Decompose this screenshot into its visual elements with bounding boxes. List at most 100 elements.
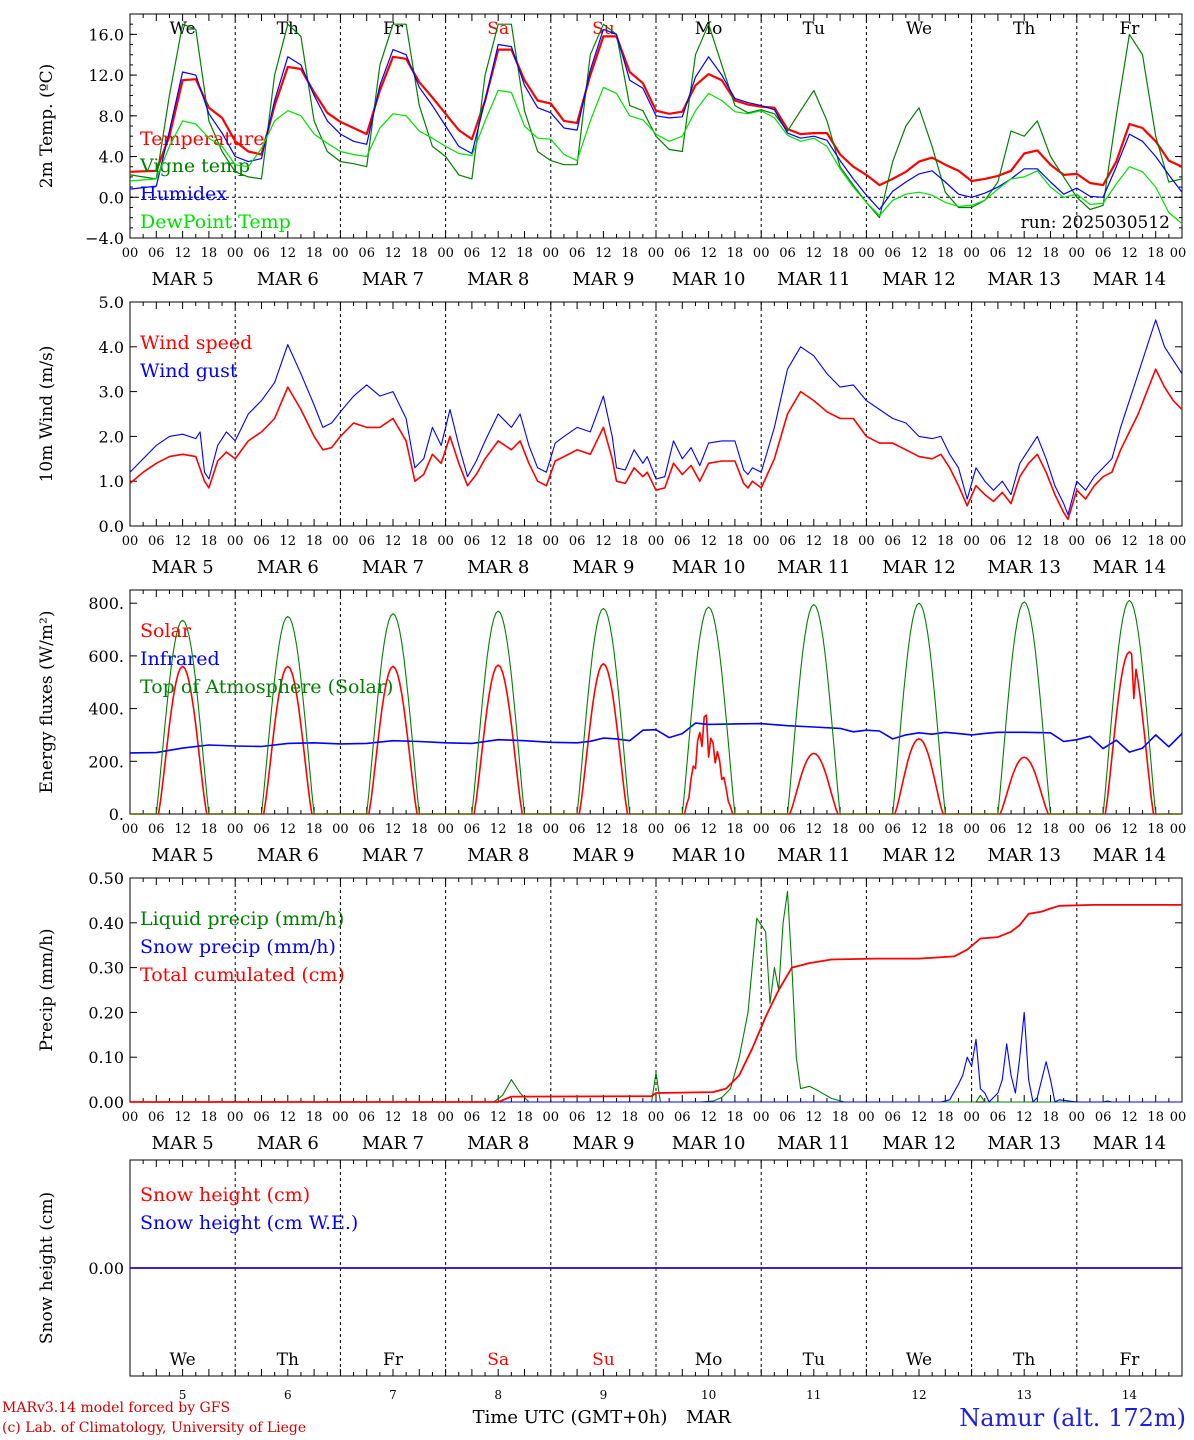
y-tick-label: 0.0: [99, 188, 124, 207]
hour-label: 18: [411, 534, 428, 549]
y-axis-label: Snow height (cm): [37, 1192, 57, 1344]
hour-label: 12: [174, 246, 191, 261]
hour-label: 00: [963, 246, 980, 261]
hour-label: 18: [832, 246, 849, 261]
hour-label: 18: [201, 822, 218, 837]
y-tick-label: 0.20: [88, 1003, 124, 1022]
hour-label: 00: [648, 534, 665, 549]
hour-label: 18: [1147, 1110, 1164, 1125]
hour-label: 06: [1095, 246, 1112, 261]
hour-label: 00: [858, 822, 875, 837]
hour-label: 06: [358, 246, 375, 261]
date-label: MAR 5: [152, 845, 214, 866]
hour-label: 18: [937, 246, 954, 261]
hour-label: 12: [1016, 822, 1033, 837]
hour-label: 12: [911, 1110, 928, 1125]
hour-label: 00: [1170, 1110, 1187, 1125]
date-label: MAR 9: [572, 557, 634, 578]
hour-label: 18: [1147, 822, 1164, 837]
hour-label: 12: [1016, 246, 1033, 261]
date-label: MAR 7: [362, 1133, 424, 1154]
hour-label: 00: [543, 822, 560, 837]
y-tick-label: 600.: [88, 647, 124, 666]
hour-label: 12: [280, 822, 297, 837]
series-line-2: [129, 722, 1183, 754]
hour-label: 06: [674, 534, 691, 549]
hour-label: 00: [858, 534, 875, 549]
hour-label: 00: [1069, 246, 1086, 261]
hour-label: 06: [884, 1110, 901, 1125]
y-tick-label: 2.0: [99, 427, 124, 446]
hour-label: 18: [306, 1110, 323, 1125]
panel-4: 0.00 0.10 0.20 0.30 0.40 0.50 Precip (mm/h) 00 0…: [37, 869, 1186, 1154]
hour-label: 12: [385, 822, 402, 837]
y-tick-label: 8.0: [99, 107, 124, 126]
y-tick-label: 200.: [88, 752, 124, 771]
hour-label: 00: [963, 1110, 980, 1125]
date-label: MAR 6: [257, 845, 319, 866]
weekday-label: Th: [277, 1350, 299, 1370]
hour-label: 18: [621, 822, 638, 837]
date-label: MAR 10: [672, 557, 746, 578]
hour-label: 18: [1042, 1110, 1059, 1125]
hour-label: 12: [806, 822, 823, 837]
y-tick-label: 1.0: [99, 472, 124, 491]
y-tick-label: 16.0: [88, 25, 124, 44]
hour-label: 18: [1042, 534, 1059, 549]
hour-label: 06: [779, 822, 796, 837]
hour-label: 18: [832, 534, 849, 549]
date-label: MAR 11: [777, 557, 851, 578]
hour-label: 00: [332, 1110, 349, 1125]
date-label: MAR 5: [152, 557, 214, 578]
weekday-label: Su: [592, 1350, 615, 1370]
date-label: MAR 6: [257, 269, 319, 290]
date-label: MAR 14: [1093, 845, 1167, 866]
hour-label: 18: [411, 246, 428, 261]
date-label: MAR 13: [987, 845, 1061, 866]
hour-label: 06: [464, 246, 481, 261]
legend-entry: Wind speed: [140, 332, 252, 354]
y-axis-label: 2m Temp. (ºC): [37, 64, 57, 189]
y-axis-label: Energy fluxes (W/m²): [37, 611, 57, 794]
hour-label: 00: [227, 534, 244, 549]
hour-label: 06: [358, 534, 375, 549]
weekday-label: Fr: [383, 19, 404, 39]
hour-label: 12: [174, 822, 191, 837]
legend-entry: Humidex: [140, 183, 227, 205]
hour-label: 00: [437, 534, 454, 549]
plot-frame: [129, 589, 1183, 815]
weekday-label: We: [170, 1350, 196, 1370]
hour-label: 18: [937, 534, 954, 549]
weekday-label: Fr: [1119, 1350, 1140, 1370]
hour-label: 18: [832, 1110, 849, 1125]
hour-label: 06: [569, 534, 586, 549]
hour-label: 18: [201, 1110, 218, 1125]
date-label: MAR 12: [882, 845, 956, 866]
date-label: MAR 10: [672, 269, 746, 290]
hour-label: 18: [516, 246, 533, 261]
y-axis-label: Precip (mm/h): [37, 928, 57, 1051]
y-tick-label: 12.0: [88, 66, 124, 85]
y-tick-label: 0.50: [88, 869, 124, 888]
hour-label: 18: [306, 534, 323, 549]
hour-label: 06: [358, 1110, 375, 1125]
hour-label: 00: [227, 246, 244, 261]
model-credit: MARv3.14 model forced by GFS: [2, 1400, 231, 1416]
series-line-4: [129, 86, 1183, 225]
hour-label: 00: [963, 822, 980, 837]
series-line-2: [129, 319, 1183, 516]
hour-label: 12: [595, 246, 612, 261]
hour-label: 06: [884, 534, 901, 549]
legend-entry: Snow precip (mm/h): [140, 936, 336, 958]
series-line-2: [129, 23, 1183, 219]
hour-label: 00: [437, 1110, 454, 1125]
hour-label: 00: [858, 1110, 875, 1125]
day-number: 6: [284, 1388, 292, 1402]
hour-label: 12: [700, 534, 717, 549]
hour-label: 06: [464, 1110, 481, 1125]
hour-label: 18: [516, 534, 533, 549]
legend-entry: Total cumulated (cm): [140, 964, 345, 986]
legend-entry: Wind gust: [140, 360, 238, 382]
weekday-label: Sa: [487, 1350, 509, 1370]
hour-label: 12: [911, 822, 928, 837]
